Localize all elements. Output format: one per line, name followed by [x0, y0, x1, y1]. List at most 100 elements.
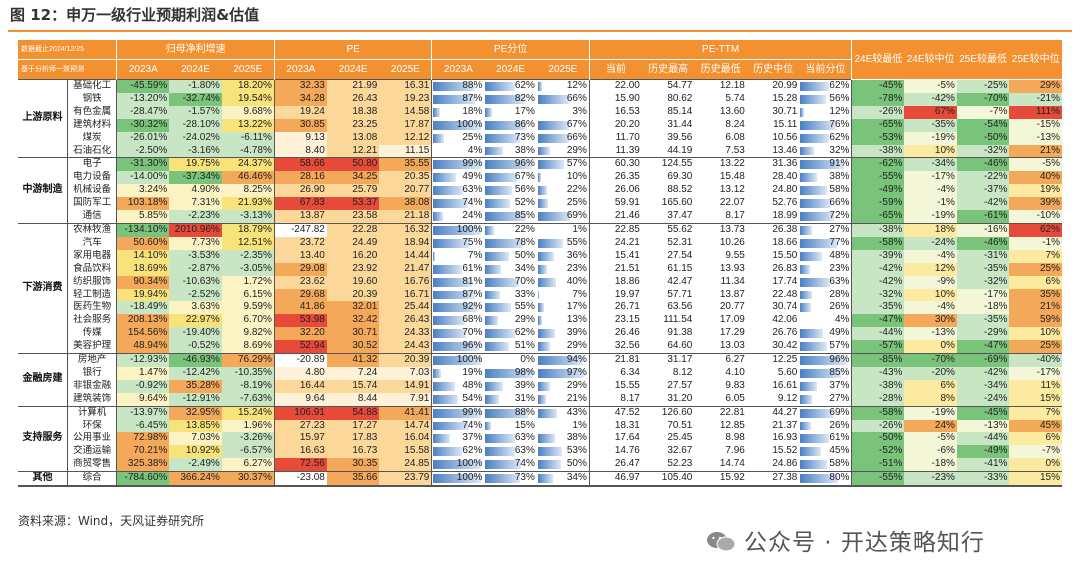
pe-percentile-cell: 54%	[431, 392, 485, 407]
valuation-compare-cell: 10%	[904, 144, 957, 158]
valuation-compare-cell: -39%	[851, 249, 905, 263]
percentile-bar	[433, 212, 444, 221]
valuation-compare-cell: -31%	[956, 249, 1010, 263]
valuation-compare-cell: -45%	[956, 405, 1010, 420]
header-ttm-col: 历史中位	[746, 59, 800, 80]
valuation-compare-cell: 45%	[1009, 419, 1062, 433]
percentile-bar	[485, 368, 533, 378]
pe-percentile-cell: 40%	[537, 276, 590, 289]
percentile-bar	[800, 421, 812, 431]
pe-cell: 24.49	[326, 236, 380, 250]
percentile-value: 25%	[462, 131, 483, 143]
np-growth-cell: -3.05%	[221, 262, 275, 276]
pe-ttm-cell: 165.60	[661, 197, 693, 209]
percentile-bar	[433, 225, 482, 235]
pe-cell: 12.21	[326, 144, 380, 158]
pe-ttm-cell: 6.34	[588, 366, 642, 380]
pe-percentile-cell: 50%	[537, 458, 590, 471]
pe-ttm-cell: 20.99	[746, 78, 800, 93]
percentile-bar	[800, 212, 835, 221]
industry-name: 食品饮料	[66, 262, 117, 276]
pe-ttm-cell: 15.41	[588, 249, 642, 263]
pe-cell: 16.73	[326, 445, 380, 459]
percentile-bar	[485, 173, 518, 183]
pe-cell: 41.86	[273, 301, 327, 315]
percentile-bar	[800, 408, 833, 418]
pe-percentile-cell: 48%	[431, 379, 485, 393]
percentile-value: 29%	[566, 379, 587, 391]
pe-ttm-cell: 31.17	[641, 353, 695, 367]
valuation-compare-cell: 21%	[1009, 301, 1062, 315]
percentile-bar	[433, 474, 482, 484]
valuation-compare-cell: -25%	[956, 78, 1010, 93]
percentile-bar	[800, 447, 821, 457]
percentile-bar	[485, 225, 495, 235]
pe-ttm-cell: 32.67	[667, 445, 693, 457]
percentile-bar	[537, 447, 563, 457]
pe-percentile-cell: 82%	[484, 93, 537, 106]
pe-cell: 32.20	[273, 327, 327, 341]
pe-cell: 53.37	[326, 197, 380, 211]
percentile-value: 91%	[829, 158, 850, 170]
table-row: 通信 5.85% -2.23% -3.13% 13.87 23.58 21.18 24% 85%…	[18, 210, 1062, 224]
valuation-compare-cell: -85%	[851, 353, 905, 367]
pe-ttm-cell: 12.18	[694, 78, 747, 93]
pe-ttm-cell: 20.77	[719, 301, 745, 313]
valuation-compare-cell: -26%	[851, 419, 905, 433]
pe-percentile-cell: 19%	[431, 366, 485, 380]
current-percentile-cell: 48%	[799, 250, 852, 263]
pe-cell: 38.08	[379, 197, 432, 211]
valuation-compare-cell: 0%	[1009, 458, 1062, 472]
percentile-value: 87%	[462, 92, 483, 104]
percentile-bar	[537, 264, 548, 274]
pe-percentile-cell: 62%	[484, 327, 537, 340]
header-25e-vs-median: 25E较中位	[1009, 40, 1062, 80]
pe-percentile-cell: 66%	[537, 93, 590, 106]
percentile-value: 96%	[829, 354, 850, 366]
pe-ttm-cell: 18.31	[588, 419, 642, 433]
percentile-value: 69%	[566, 210, 587, 222]
percentile-value: 23%	[829, 262, 850, 274]
valuation-compare-cell: -5%	[1009, 157, 1062, 172]
pe-ttm-cell: 44.27	[746, 405, 800, 420]
table-row: 其他 综合 -784.60% 366.24% 30.37% -23.08 35.66 23.7…	[18, 471, 1062, 488]
np-growth-cell: -32.74%	[169, 92, 222, 106]
np-growth-cell: -8.19%	[221, 379, 275, 393]
current-percentile-cell: 76%	[799, 119, 852, 132]
np-growth-cell: 35.28%	[169, 379, 222, 393]
percentile-bar	[485, 199, 510, 209]
np-growth-cell: 9.68%	[221, 105, 275, 119]
valuation-compare-cell: -28%	[851, 392, 905, 407]
valuation-compare-cell: -23%	[904, 471, 957, 488]
percentile-bar	[800, 107, 805, 117]
pe-ttm-cell: 91.38	[667, 327, 693, 339]
valuation-compare-cell: 111%	[1009, 105, 1062, 119]
valuation-compare-cell: 29%	[1009, 78, 1062, 93]
table-row: 汽车 50.60% 7.73% 12.51% 23.72 24.49 18.94 75% 78%…	[18, 236, 1062, 250]
percentile-value: 66%	[566, 92, 587, 104]
pe-percentile-cell: 56%	[484, 184, 537, 197]
percentile-value: 70%	[514, 275, 535, 287]
np-growth-cell: -0.52%	[169, 340, 222, 354]
valuation-compare-cell: -13%	[956, 419, 1010, 433]
percentile-value: 18%	[462, 105, 483, 117]
pe-cell: 21.47	[379, 262, 432, 276]
percentile-value: 37%	[829, 379, 850, 391]
pe-ttm-cell: 10.26	[719, 236, 745, 248]
header-year: 2024E	[484, 59, 537, 80]
pe-ttm-cell: 26.71	[588, 301, 642, 315]
np-growth-cell: 90.34%	[116, 275, 170, 289]
np-growth-cell: -14.00%	[116, 171, 170, 185]
percentile-bar	[485, 212, 527, 221]
percentile-bar	[537, 356, 583, 365]
pe-cell: 30.35	[326, 458, 380, 472]
np-growth-cell: -2.35%	[221, 249, 275, 263]
percentile-bar	[433, 368, 441, 378]
pe-cell: 23.79	[379, 471, 432, 488]
pe-percentile-cell: 0%	[484, 353, 537, 367]
pe-cell: 9.64	[273, 392, 327, 407]
valuation-compare-cell: -49%	[956, 445, 1010, 459]
pe-cell: 19.23	[379, 92, 432, 106]
pe-ttm-cell: 31.36	[746, 157, 800, 172]
pe-percentile-cell: 96%	[484, 157, 537, 172]
